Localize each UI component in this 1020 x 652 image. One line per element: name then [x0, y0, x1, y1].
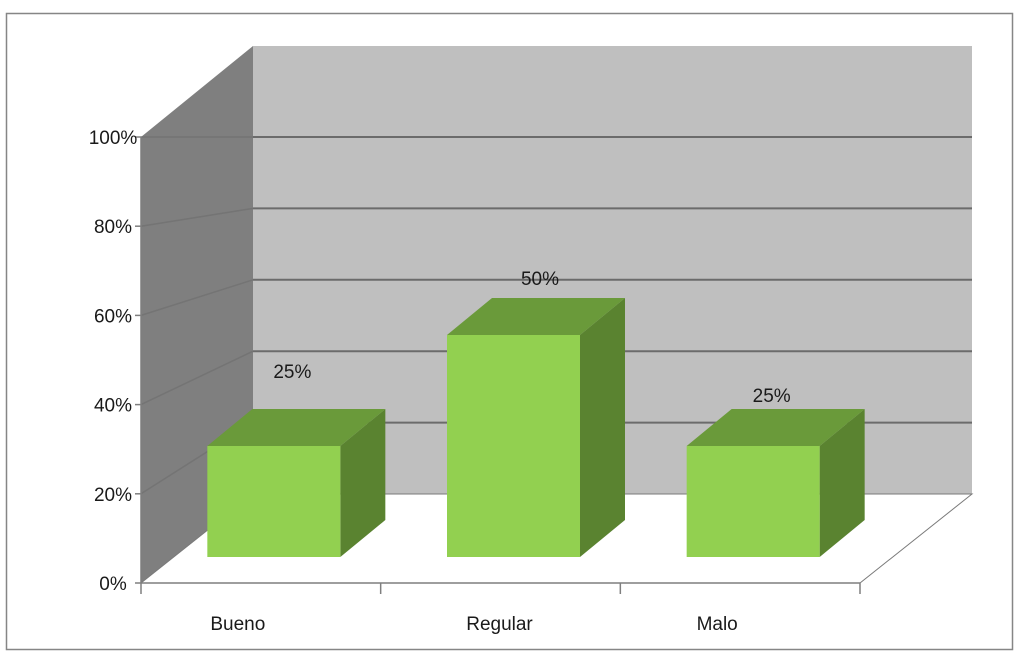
back-wall	[253, 46, 972, 494]
bar-side	[340, 409, 386, 557]
bar-front	[686, 446, 820, 557]
y-tick-label: 20%	[94, 485, 132, 506]
axes: 0% 20% 40% 60% 80% 100%	[89, 128, 861, 595]
bar-front	[447, 335, 580, 557]
bar-top	[447, 298, 625, 335]
bar-top	[207, 409, 386, 446]
data-label: 25%	[753, 386, 791, 407]
bars	[207, 298, 865, 557]
bar-front	[207, 446, 341, 557]
bar-side	[819, 409, 865, 557]
y-tick-label: 100%	[89, 128, 138, 149]
gridline-side	[140, 350, 254, 406]
bar-top	[686, 409, 865, 446]
y-tick-label: 80%	[94, 217, 132, 238]
data-label: 50%	[521, 269, 559, 290]
bar	[207, 409, 386, 557]
data-label: 25%	[273, 362, 311, 383]
category-label: Regular	[466, 614, 533, 635]
bar	[686, 409, 865, 557]
y-tick-label: 0%	[99, 574, 127, 595]
bar	[447, 298, 625, 557]
category-label: Malo	[697, 614, 738, 635]
bar-side	[580, 298, 625, 557]
y-tick-label: 60%	[94, 306, 132, 327]
labels: 25% Bueno 50% Regular 25% Malo	[210, 269, 790, 635]
gridline-side	[140, 279, 254, 317]
category-label: Bueno	[210, 614, 265, 635]
gridline-side	[140, 207, 254, 227]
y-tick-label: 40%	[94, 396, 132, 417]
